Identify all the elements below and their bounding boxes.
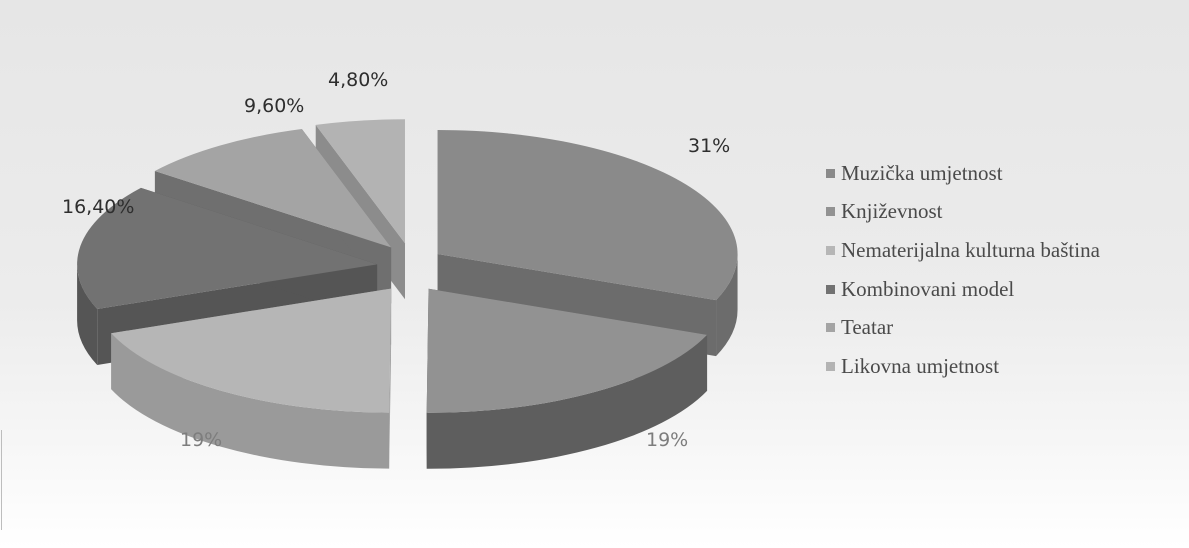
slice-top-face [437,129,738,301]
legend: Muzička umjetnost Književnost Nematerija… [826,154,1100,386]
slice-top-face [315,119,405,244]
slice-top-face [77,187,378,309]
legend-label: Kombinovani model [841,276,1015,301]
legend-swatch [826,245,835,255]
slice-outer-side [426,334,708,469]
legend-swatch [826,361,835,371]
data-label: 19% [180,429,222,451]
legend-label: Muzička umjetnost [841,160,1003,185]
legend-label: Nematerijalna kulturna baština [841,237,1100,262]
slice-outer-side [111,333,390,469]
legend-label: Književnost [841,199,943,224]
legend-item-teatar: Teatar [826,308,1100,347]
legend-label: Teatar [841,315,894,340]
slice-top-face [111,288,392,413]
pie-slice-knjizevnost [426,288,708,469]
legend-item-knjizevnost: Književnost [826,193,1100,232]
slice-outer-side [77,264,98,365]
slice-top-face [154,129,392,248]
data-label: 16,40% [62,196,134,218]
data-label: 4,80% [328,69,388,91]
legend-item-muzicka-umjetnost: Muzička umjetnost [826,154,1100,193]
legend-item-nematerijalna-kulturna-bastina: Nematerijalna kulturna baština [826,231,1100,270]
legend-swatch [826,207,835,217]
legend-item-kombinovani-model: Kombinovani model [826,270,1100,309]
slice-top-face [426,288,708,413]
data-label: 9,60% [244,95,304,117]
slice-outer-side [716,253,738,357]
data-label: 31% [688,135,730,157]
data-label: 19% [646,429,688,451]
pie-slice-nematerijalna-kulturna-bastina [111,288,392,469]
legend-item-likovna-umjetnost: Likovna umjetnost [826,347,1100,386]
legend-swatch [826,284,835,294]
page-edge-rule [1,430,2,530]
legend-swatch [826,168,835,178]
legend-label: Likovna umjetnost [841,353,1000,378]
legend-swatch [826,323,835,333]
